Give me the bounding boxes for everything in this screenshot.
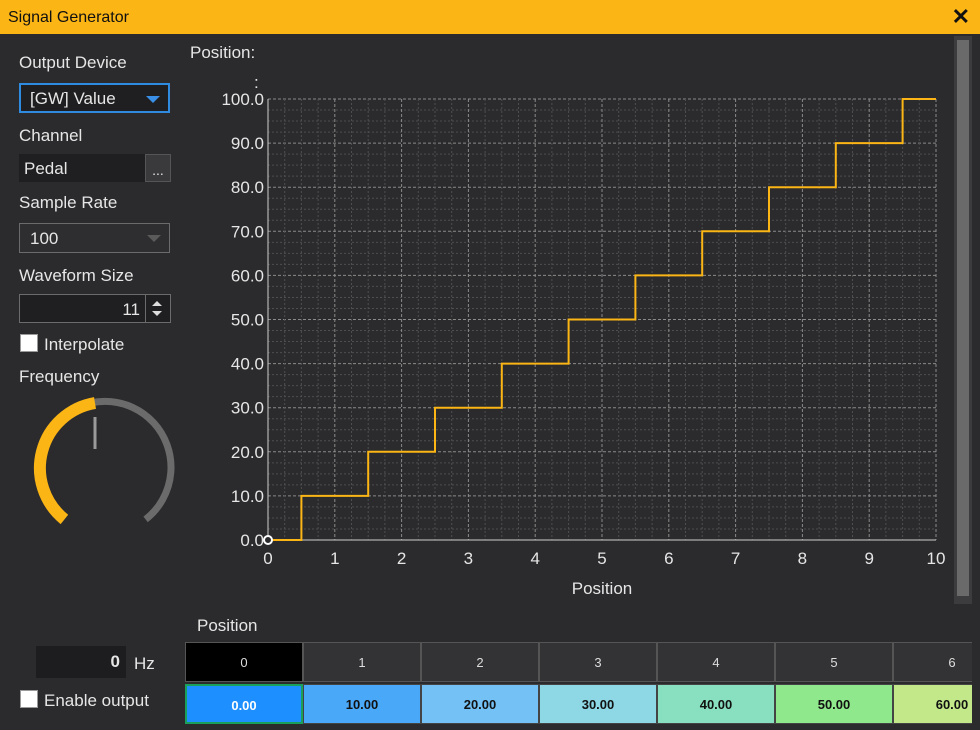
knob-arc — [33, 397, 97, 525]
x-tick-label: 2 — [397, 549, 406, 568]
y-tick-label: 60.0 — [231, 266, 264, 285]
frequency-input[interactable]: 0 — [36, 646, 126, 678]
output-device-value: [GW] Value — [30, 89, 116, 108]
waveform-size-value: 11 — [122, 300, 140, 319]
value-cell[interactable]: 30.00 — [539, 684, 657, 724]
interpolate-checkbox[interactable] — [20, 334, 38, 352]
output-device-label: Output Device — [19, 53, 127, 72]
x-tick-label: 3 — [464, 549, 473, 568]
sample-rate-value: 100 — [30, 229, 59, 248]
output-device-select[interactable]: [GW] Value — [19, 83, 170, 113]
y-tick-label: 70.0 — [231, 222, 264, 241]
y-tick-label: 50.0 — [231, 311, 264, 330]
channel-label: Channel — [19, 126, 83, 145]
value-cell[interactable]: 0.00 — [185, 684, 303, 724]
title-bar: Signal Generator ✕ — [0, 0, 980, 34]
x-tick-label: 7 — [731, 549, 740, 568]
interpolate-label: Interpolate — [44, 335, 125, 354]
value-cell[interactable]: 60.00 — [893, 684, 972, 724]
position-chart: Position: : Position 0 1 2 3 4 5 6 7 8 9 100.010.0… — [190, 43, 946, 598]
x-tick-label: 10 — [927, 549, 946, 568]
waveform-size-label: Waveform Size — [19, 266, 134, 285]
y-tick-label: 30.0 — [231, 399, 264, 418]
column-header[interactable]: 4 — [657, 642, 775, 682]
chevron-down-icon — [147, 235, 161, 242]
x-tick-label: 0 — [263, 549, 272, 568]
table-label: Position — [197, 616, 258, 635]
column-header[interactable]: 2 — [421, 642, 539, 682]
value-cell[interactable]: 40.00 — [657, 684, 775, 724]
x-tick-label: 1 — [330, 549, 339, 568]
column-header[interactable]: 3 — [539, 642, 657, 682]
enable-output-checkbox[interactable] — [20, 690, 38, 708]
y-tick-label: 100.0 — [221, 90, 264, 109]
waveform-line — [268, 98, 936, 541]
column-header[interactable]: 6 — [893, 642, 972, 682]
table-row[interactable]: 0.00 10.00 20.00 30.00 40.00 50.00 60.00 — [185, 684, 972, 724]
y-tick-label: 80.0 — [231, 178, 264, 197]
sample-rate-label: Sample Rate — [19, 193, 118, 212]
chart-title-extra: : — [254, 73, 259, 92]
arrow-down-icon[interactable] — [152, 311, 162, 316]
y-tick-label: 0.0 — [240, 531, 264, 550]
x-tick-label: 8 — [798, 549, 807, 568]
x-tick-label: 5 — [597, 549, 606, 568]
channel-browse-button[interactable]: ... — [145, 154, 171, 182]
x-tick-label: 9 — [864, 549, 873, 568]
chevron-down-icon — [146, 96, 160, 103]
value-cell[interactable]: 50.00 — [775, 684, 893, 724]
frequency-knob[interactable] — [15, 392, 175, 532]
enable-output-label: Enable output — [44, 691, 149, 710]
x-tick-label: 4 — [530, 549, 539, 568]
y-tick-label: 90.0 — [231, 134, 264, 153]
start-point-marker — [263, 535, 273, 545]
window-title: Signal Generator — [8, 9, 129, 26]
y-tick-label: 10.0 — [231, 487, 264, 506]
chart-title: Position: — [190, 43, 255, 62]
x-axis-label: Position — [572, 579, 632, 598]
scrollbar-thumb[interactable] — [957, 40, 969, 596]
column-header[interactable]: 1 — [303, 642, 421, 682]
value-cell[interactable]: 10.00 — [303, 684, 421, 724]
arrow-up-icon[interactable] — [152, 301, 162, 306]
frequency-unit: Hz — [134, 654, 155, 673]
sample-rate-select[interactable]: 100 — [19, 223, 170, 253]
column-header[interactable]: 5 — [775, 642, 893, 682]
y-tick-label: 40.0 — [231, 355, 264, 374]
column-header[interactable]: 0 — [185, 642, 303, 682]
waveform-size-stepper[interactable]: 11 — [19, 294, 171, 323]
close-icon[interactable]: ✕ — [951, 4, 970, 29]
stepper-arrows[interactable] — [145, 295, 170, 322]
y-tick-label: 20.0 — [231, 443, 264, 462]
x-tick-label: 6 — [664, 549, 673, 568]
frequency-label: Frequency — [19, 367, 100, 386]
value-cell[interactable]: 20.00 — [421, 684, 539, 724]
channel-field[interactable]: Pedal — [19, 154, 145, 182]
